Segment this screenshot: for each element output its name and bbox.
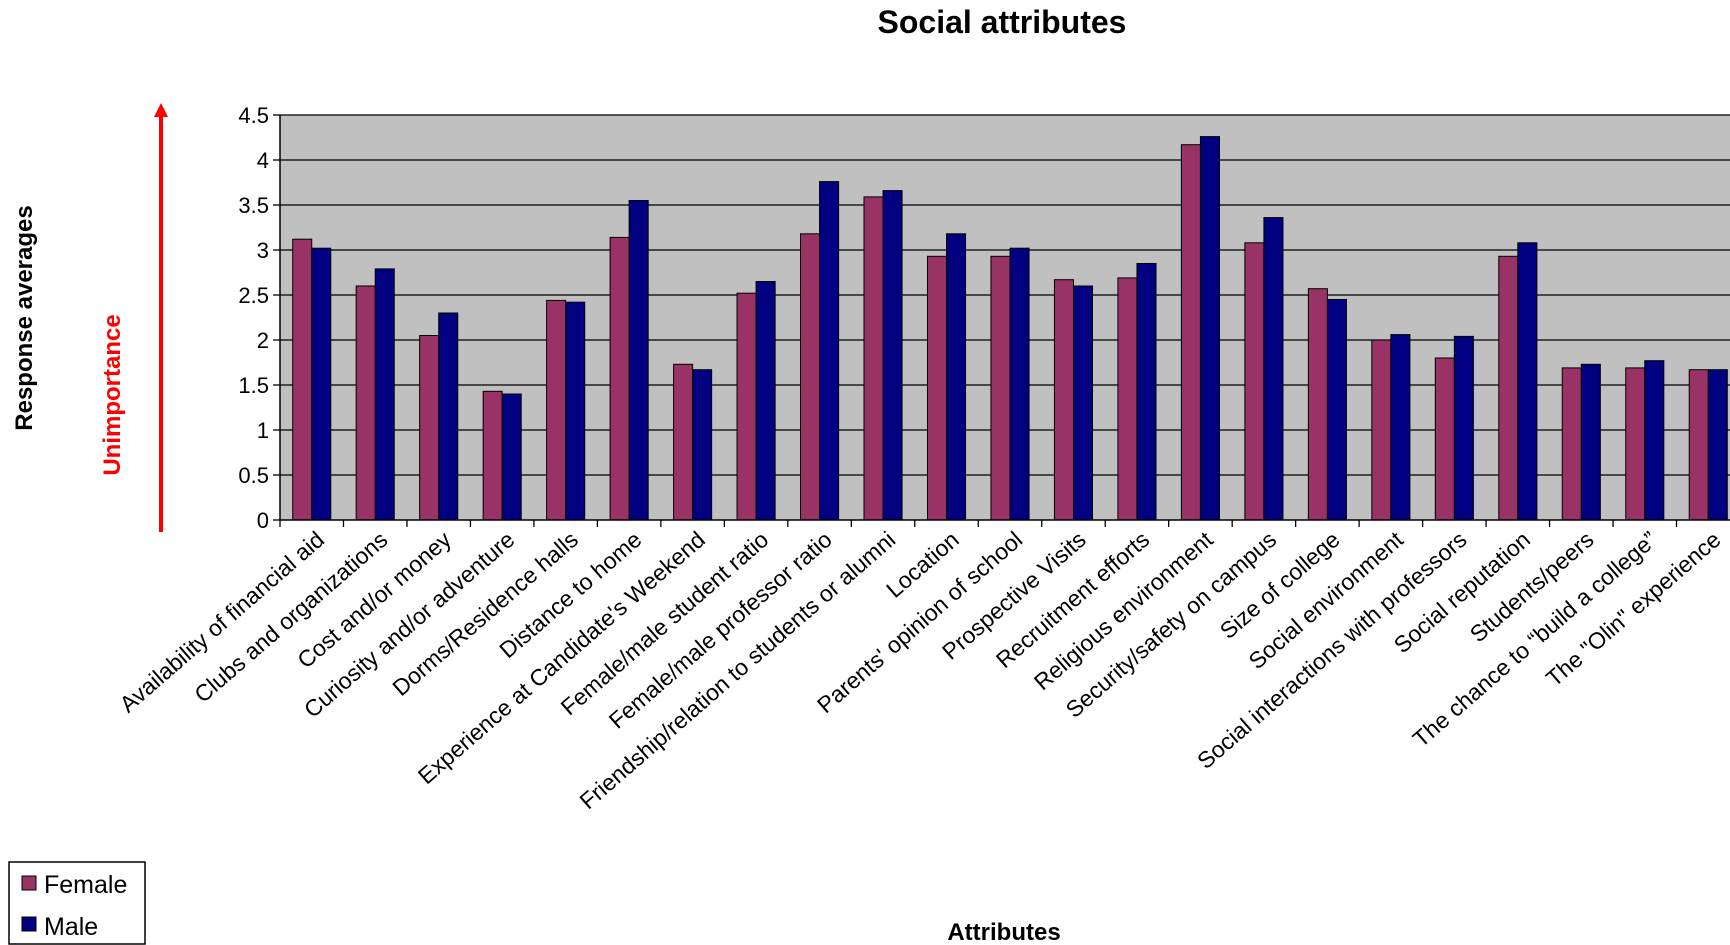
bar-male-7 <box>755 281 776 521</box>
y-tick-labels: 0 0.5 1 1.5 2 2.5 3 3.5 4 4.5 <box>238 103 269 533</box>
bar-male-14 <box>1199 136 1220 521</box>
bar-male-9 <box>882 190 903 521</box>
y-axis-title: Response averages <box>11 205 38 430</box>
bar-male-4 <box>565 301 586 521</box>
y-tick-label: 0 <box>257 508 269 533</box>
bar-female-0 <box>292 238 313 521</box>
bar-male-21 <box>1644 360 1665 521</box>
unimportance-arrow-head <box>154 103 168 117</box>
y-tick-label: 1.5 <box>238 373 269 398</box>
bar-female-11 <box>990 255 1011 521</box>
bar-female-21 <box>1625 367 1646 521</box>
bar-female-4 <box>546 299 567 521</box>
legend: Female Male <box>8 861 146 945</box>
legend-label-female: Female <box>44 871 127 899</box>
bar-female-17 <box>1371 339 1392 521</box>
bar-male-19 <box>1517 242 1538 521</box>
y-tick-label: 0.5 <box>238 463 269 488</box>
bar-male-1 <box>374 268 395 521</box>
y-tick-label: 3.5 <box>238 193 269 218</box>
bars <box>292 136 1728 521</box>
bar-female-10 <box>926 255 948 521</box>
bar-male-8 <box>819 181 840 521</box>
bar-male-11 <box>1009 247 1030 521</box>
bar-male-12 <box>1072 285 1094 521</box>
bar-female-22 <box>1688 369 1709 521</box>
y-tick-label: 2.5 <box>238 283 269 308</box>
unimportance-label: Unimportance <box>99 314 126 475</box>
bar-female-1 <box>355 285 376 521</box>
bar-male-17 <box>1390 334 1411 521</box>
x-axis-title: Attributes <box>947 919 1060 945</box>
y-tick-label: 4.5 <box>238 103 269 128</box>
bar-male-5 <box>628 200 649 521</box>
bar-female-9 <box>863 196 884 521</box>
bar-female-15 <box>1244 242 1265 521</box>
bar-male-2 <box>438 312 459 521</box>
bar-male-18 <box>1453 335 1474 521</box>
legend-swatch-male <box>21 916 37 932</box>
bar-male-10 <box>946 233 967 521</box>
y-tick-label: 1 <box>257 418 269 443</box>
axes <box>273 114 1730 527</box>
chart-title: Social attributes <box>878 4 1127 40</box>
bar-female-5 <box>609 236 630 521</box>
unimportance-annotation: Unimportance <box>99 103 168 532</box>
bar-female-7 <box>736 292 757 521</box>
bar-female-3 <box>482 390 503 521</box>
bar-female-18 <box>1434 357 1455 521</box>
legend-label-male: Male <box>44 913 98 941</box>
y-tick-label: 2 <box>257 328 269 353</box>
bar-female-12 <box>1053 279 1074 521</box>
bar-male-0 <box>311 247 332 521</box>
bar-female-20 <box>1561 367 1582 521</box>
bar-female-2 <box>419 335 440 521</box>
y-tick-label: 4 <box>257 148 269 173</box>
bar-male-20 <box>1580 363 1601 521</box>
bar-female-14 <box>1180 144 1201 521</box>
bar-female-6 <box>673 363 694 521</box>
bar-male-15 <box>1263 217 1284 521</box>
bar-male-3 <box>501 393 522 521</box>
bar-male-22 <box>1707 369 1728 521</box>
bar-female-16 <box>1307 288 1328 521</box>
bar-female-8 <box>800 233 821 521</box>
y-tick-label: 3 <box>257 238 269 263</box>
bar-female-19 <box>1498 255 1519 521</box>
bar-male-16 <box>1326 299 1347 521</box>
legend-swatch-female <box>21 875 37 891</box>
bar-female-13 <box>1117 277 1138 521</box>
bar-male-6 <box>692 369 713 521</box>
bar-male-13 <box>1136 263 1157 521</box>
